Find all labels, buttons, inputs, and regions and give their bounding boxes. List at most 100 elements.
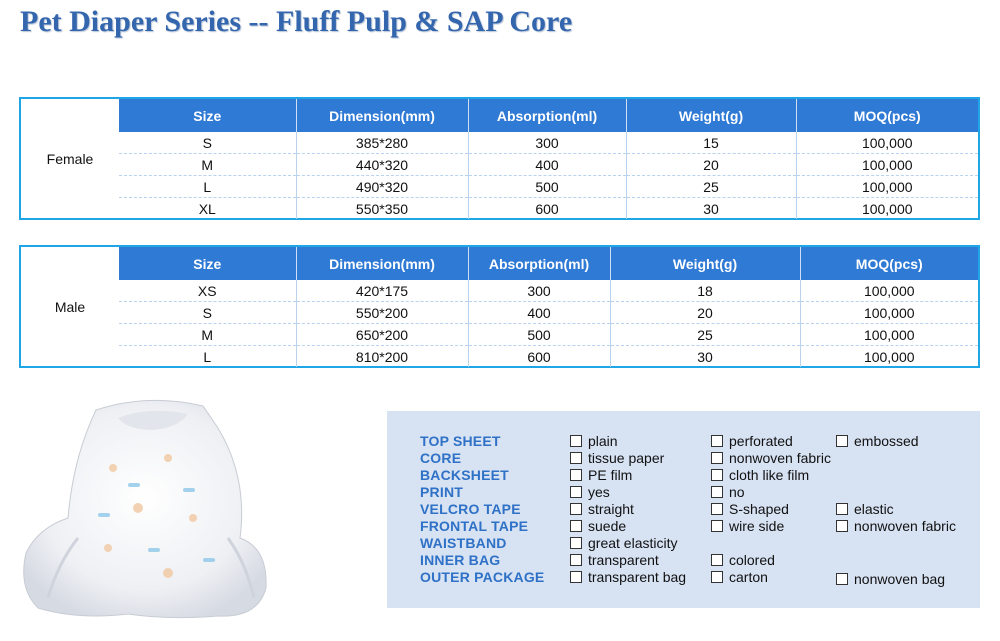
female-spec-table: Female Size Dimension(mm) Absorption(ml)… (19, 97, 980, 220)
column-header: Dimension(mm) (295, 247, 468, 280)
option-checkbox[interactable]: suede (570, 518, 626, 534)
table-cell: 400 (467, 153, 626, 176)
option-row: INNER BAG transparent colored (387, 552, 980, 569)
table-cell: 300 (467, 280, 610, 302)
option-row: TOP SHEET plain perforated embossed (387, 433, 980, 450)
option-row: WAISTBAND great elasticity (387, 535, 980, 552)
option-label: VELCRO TAPE (420, 501, 521, 517)
table-cell: 550*200 (295, 301, 468, 324)
checkbox-icon[interactable] (570, 435, 582, 447)
table-cell: 100,000 (799, 301, 978, 324)
checkbox-icon[interactable] (711, 435, 723, 447)
table-cell: 100,000 (795, 175, 978, 198)
table-header-row: Size Dimension(mm) Absorption(ml) Weight… (119, 247, 978, 280)
table-cell: 100,000 (795, 197, 978, 219)
checkbox-icon[interactable] (570, 554, 582, 566)
checkbox-icon[interactable] (711, 520, 723, 532)
table-cell: 30 (625, 197, 796, 219)
table-cell: 100,000 (799, 280, 978, 302)
table-cell: 550*350 (295, 197, 468, 219)
checkbox-icon[interactable] (570, 486, 582, 498)
option-checkbox[interactable]: nonwoven fabric (711, 450, 831, 466)
checkbox-icon[interactable] (711, 452, 723, 464)
table-cell: 490*320 (295, 175, 468, 198)
option-row: CORE tissue paper nonwoven fabric (387, 450, 980, 467)
checkbox-icon[interactable] (570, 469, 582, 481)
table-cell: L (119, 175, 296, 198)
option-checkbox[interactable]: straight (570, 501, 634, 517)
table-cell: S (119, 301, 296, 324)
option-checkbox[interactable]: wire side (711, 518, 784, 534)
option-checkbox[interactable]: carton (711, 569, 768, 585)
checkbox-icon[interactable] (711, 486, 723, 498)
table-cell: L (119, 345, 296, 367)
checkbox-icon[interactable] (570, 503, 582, 515)
option-checkbox[interactable]: tissue paper (570, 450, 664, 466)
option-checkbox[interactable]: yes (570, 484, 610, 500)
table-cell: 440*320 (295, 153, 468, 176)
checkbox-icon[interactable] (836, 573, 848, 585)
option-checkbox[interactable]: transparent bag (570, 569, 686, 585)
option-checkbox[interactable]: plain (570, 433, 618, 449)
table-row: L 810*200 600 30 100,000 (119, 345, 978, 367)
column-header: Size (119, 247, 296, 280)
checkbox-icon[interactable] (570, 452, 582, 464)
option-checkbox[interactable]: cloth like film (711, 467, 809, 483)
checkbox-icon[interactable] (836, 503, 848, 515)
option-checkbox[interactable]: perforated (711, 433, 793, 449)
male-spec-table: Male Size Dimension(mm) Absorption(ml) W… (19, 245, 980, 368)
table-cell: 100,000 (795, 132, 978, 154)
option-checkbox[interactable]: embossed (836, 433, 919, 449)
option-row: PRINT yes no (387, 484, 980, 501)
checkbox-icon[interactable] (570, 571, 582, 583)
table-cell: 100,000 (799, 323, 978, 346)
table-cell: 300 (467, 132, 626, 154)
checkbox-icon[interactable] (711, 554, 723, 566)
option-checkbox[interactable]: nonwoven bag (836, 571, 945, 587)
option-checkbox[interactable]: nonwoven fabric (836, 518, 956, 534)
checkbox-icon[interactable] (836, 520, 848, 532)
table-cell: XL (119, 197, 296, 219)
table-cell: 650*200 (295, 323, 468, 346)
checkbox-icon[interactable] (711, 469, 723, 481)
table-row: M 440*320 400 20 100,000 (119, 153, 978, 176)
option-label: BACKSHEET (420, 467, 509, 483)
option-label: FRONTAL TAPE (420, 518, 529, 534)
table-cell: 810*200 (295, 345, 468, 367)
table-cell: 420*175 (295, 280, 468, 302)
table-cell: 500 (467, 323, 610, 346)
table-cell: 100,000 (795, 153, 978, 176)
option-checkbox[interactable]: great elasticity (570, 535, 677, 551)
table-cell: 500 (467, 175, 626, 198)
table-cell: 25 (609, 323, 800, 346)
option-checkbox[interactable]: no (711, 484, 745, 500)
checkbox-icon[interactable] (711, 503, 723, 515)
option-checkbox[interactable]: PE film (570, 467, 632, 483)
option-checkbox[interactable]: colored (711, 552, 775, 568)
option-checkbox[interactable]: S-shaped (711, 501, 789, 517)
column-header: Weight(g) (609, 247, 800, 280)
table-row: XL 550*350 600 30 100,000 (119, 197, 978, 219)
table-header-row: Size Dimension(mm) Absorption(ml) Weight… (119, 99, 978, 132)
table-cell: 385*280 (295, 132, 468, 154)
table-row: M 650*200 500 25 100,000 (119, 323, 978, 346)
page-title: Pet Diaper Series -- Fluff Pulp & SAP Co… (20, 5, 573, 38)
checkbox-icon[interactable] (836, 435, 848, 447)
option-label: WAISTBAND (420, 535, 507, 551)
table-cell: M (119, 153, 296, 176)
checkbox-icon[interactable] (570, 537, 582, 549)
checkbox-icon[interactable] (711, 571, 723, 583)
option-label: OUTER PACKAGE (420, 569, 545, 585)
table-cell: 20 (609, 301, 800, 324)
table-cell: XS (197, 282, 217, 299)
table-cell: 100,000 (799, 345, 978, 367)
option-checkbox[interactable]: elastic (836, 501, 894, 517)
options-panel: TOP SHEET plain perforated embossed CORE… (387, 411, 980, 608)
option-checkbox[interactable]: transparent (570, 552, 659, 568)
option-label: CORE (420, 450, 462, 466)
table-cell: 30 (609, 345, 800, 367)
checkbox-icon[interactable] (570, 520, 582, 532)
option-label: PRINT (420, 484, 463, 500)
column-header: Weight(g) (625, 99, 796, 132)
table-row: S 385*280 300 15 100,000 (119, 132, 978, 154)
